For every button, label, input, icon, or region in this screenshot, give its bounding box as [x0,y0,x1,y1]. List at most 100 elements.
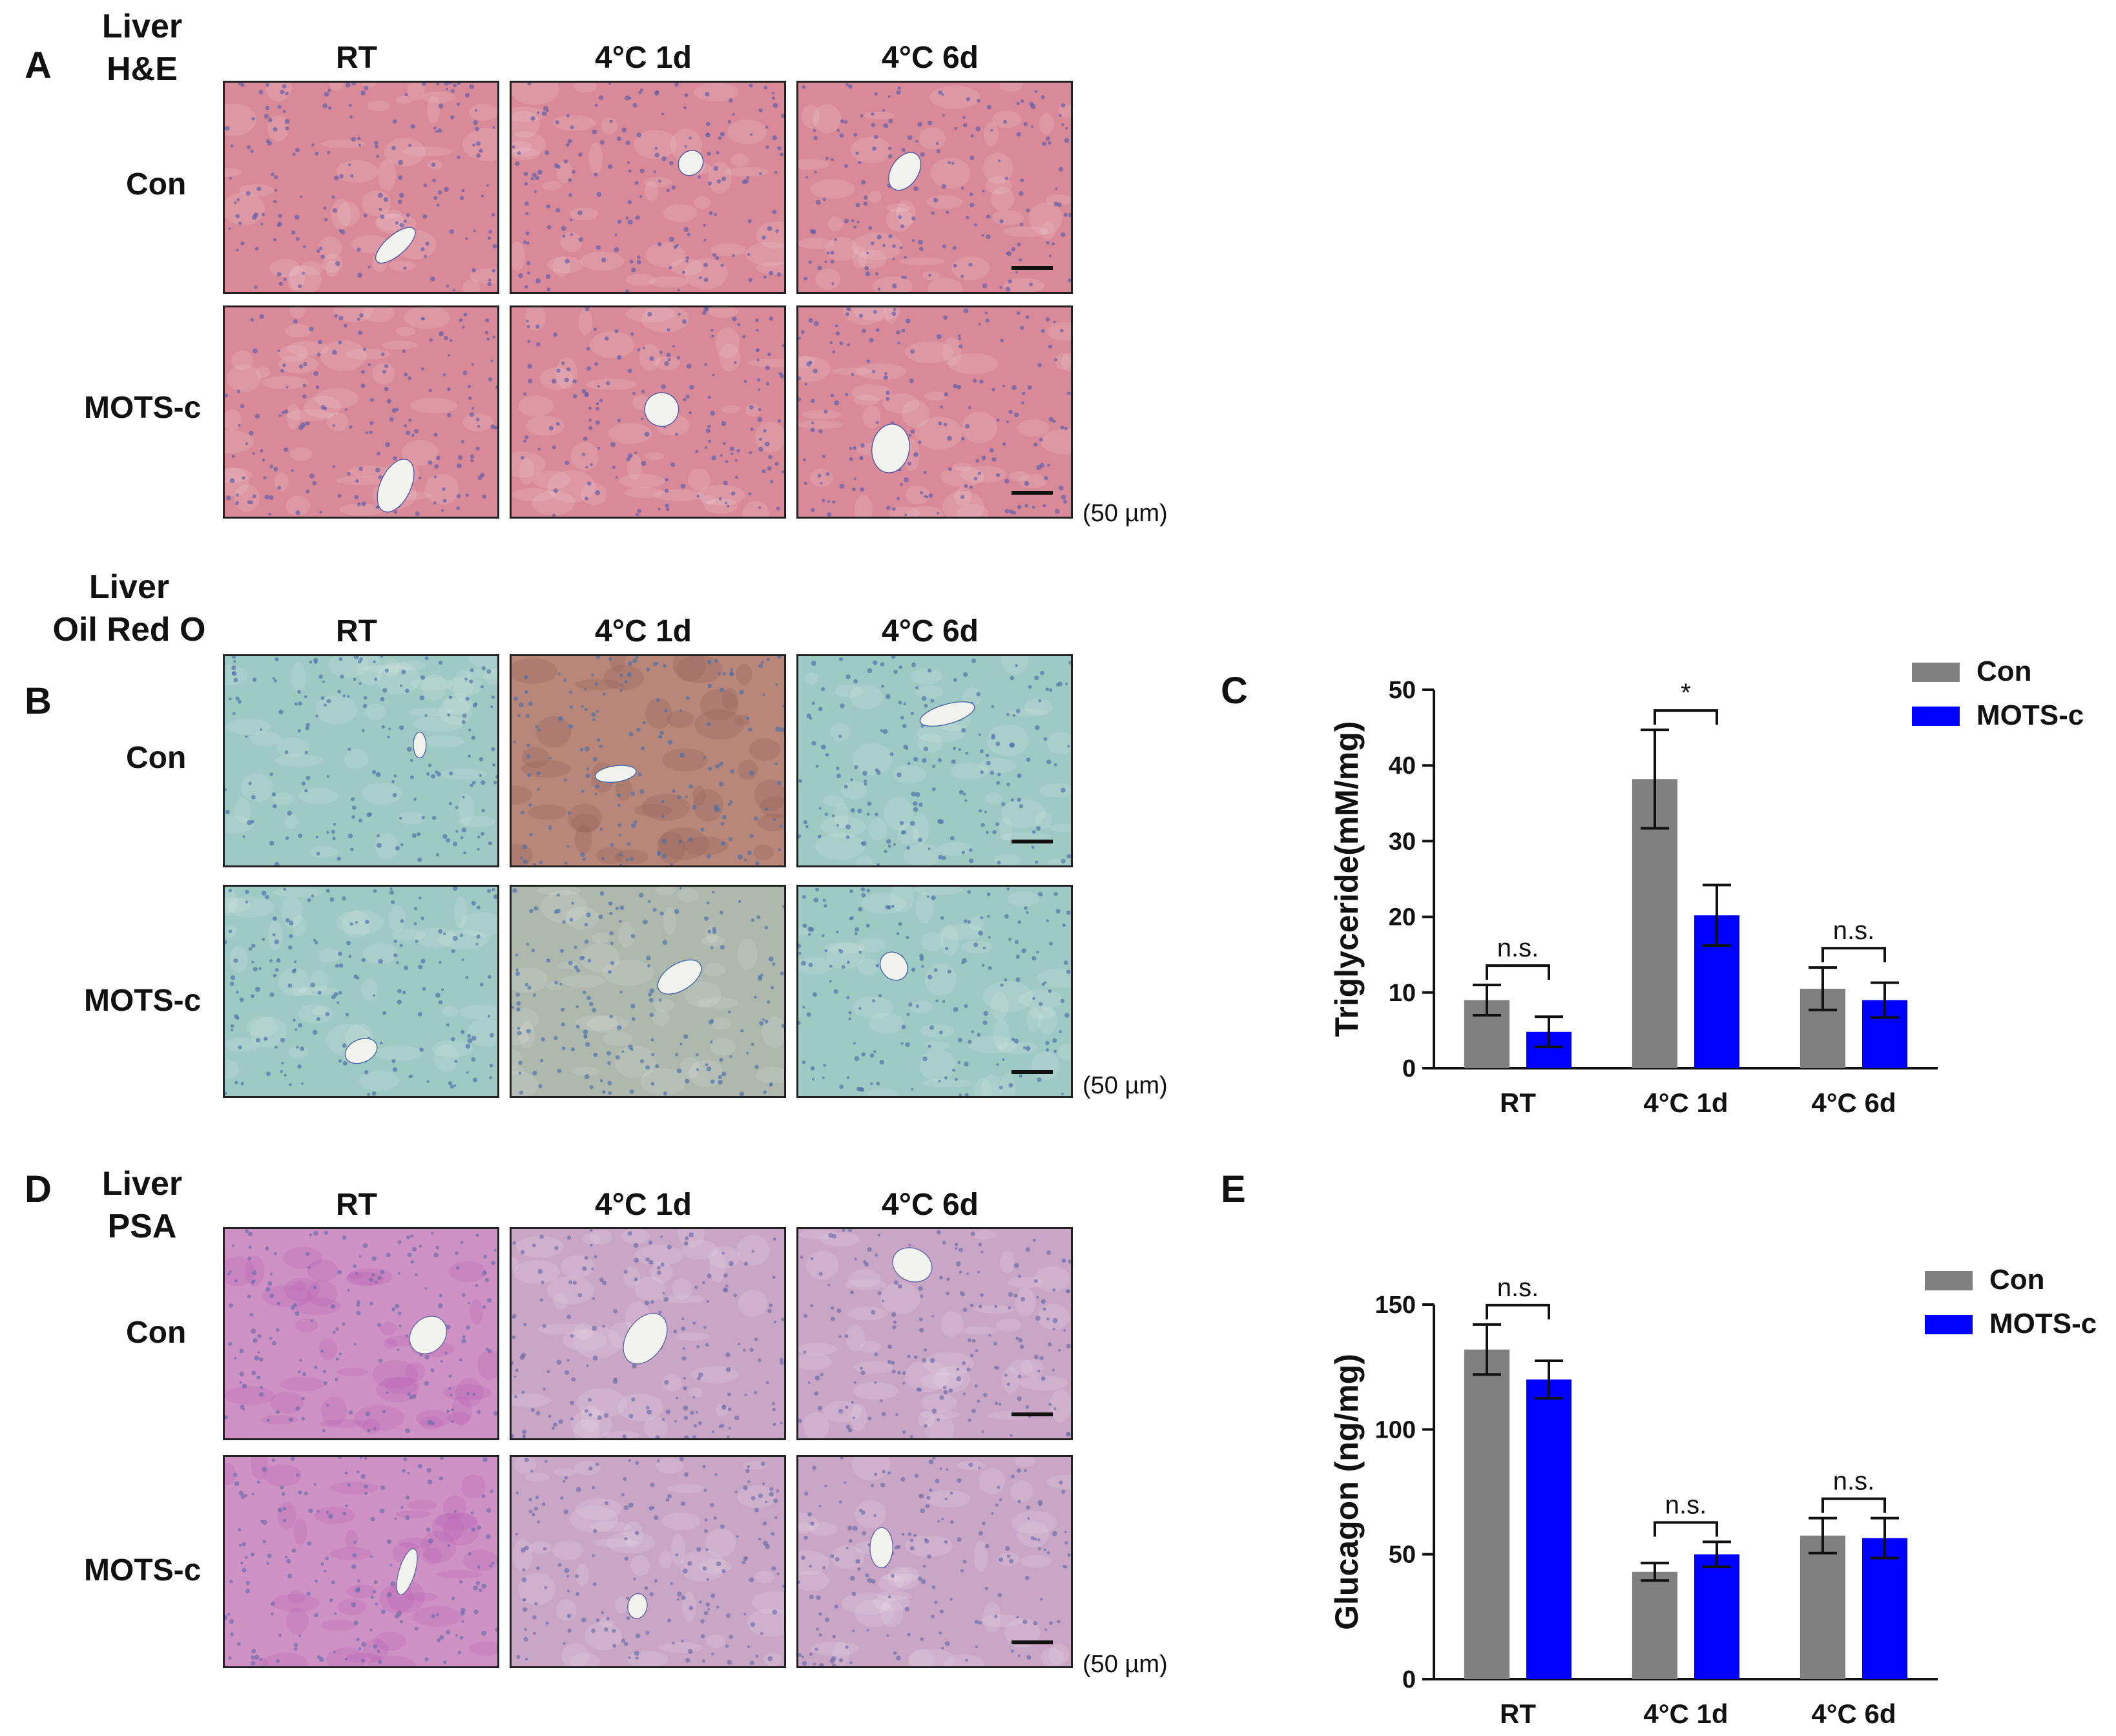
y-tick-label: 10 [1389,980,1416,1007]
panel-b-scale-label: (50 µm) [1083,1072,1168,1099]
panel-d-scale-label: (50 µm) [1083,1651,1168,1678]
tissue-texture [512,1457,784,1666]
tissue-texture [512,307,784,517]
bar-mots-c-1 [1694,1554,1739,1679]
error-bar [1809,966,1837,1011]
significance-label: n.s. [1833,916,1874,945]
legend-swatch-con [1912,663,1960,682]
tissue-texture [225,83,497,292]
panel-a-title-line-2: H&E [107,50,178,88]
panel-c-letter: C [1221,670,1248,712]
error-bar [1703,1540,1731,1568]
oro-image-mots-4c1d [510,885,786,1098]
y-axis-label: Glucagon (ng/mg) [1331,1354,1365,1630]
error-bar [1535,1359,1563,1400]
significance-label: * [1681,679,1691,707]
x-tick-label: 4°C 6d [1811,1699,1896,1729]
error-bar [1703,884,1731,947]
panel-b-col-4c6d: 4°C 6d [882,614,979,648]
panel-d-col-rt: RT [336,1188,377,1222]
oro-image-con-4c1d [510,654,786,867]
psa-image-con-4c1d [510,1227,786,1440]
error-bar [1641,728,1669,830]
psa-image-con-rt [223,1227,499,1440]
panel-a-row-mots-c: MOTS-c [84,391,202,425]
tissue-texture [798,83,1071,292]
panel-b-title-line-1: Liver [88,568,170,606]
y-tick-label: 20 [1389,904,1416,931]
panel-a-title-line-1: Liver [101,8,183,45]
y-tick-label: 0 [1402,1666,1416,1693]
significance-bracket [1654,709,1718,725]
significance-bracket [1821,947,1886,963]
tissue-texture [225,656,497,865]
legend-swatch-mots-c [1925,1315,1973,1334]
oro-image-mots-rt [223,885,499,1098]
y-tick-label: 30 [1389,828,1416,855]
tissue-texture [798,887,1071,1096]
bar-con-1 [1632,1571,1677,1679]
significance-label: n.s. [1833,1467,1874,1496]
tissue-texture [798,307,1071,517]
he-image-mots-rt [223,305,499,519]
error-bar [1641,1562,1669,1582]
panel-b-title-line-2: Oil Red O [52,611,206,648]
tissue-texture [225,1457,497,1666]
y-axis-label: Triglyceride(mM/mg) [1331,721,1365,1037]
error-bar [1871,1516,1899,1560]
panel-d-col-4c1d: 4°C 1d [595,1188,692,1222]
tissue-texture [512,887,784,1096]
oro-image-con-rt [223,654,499,867]
oro-image-mots-4c6d [796,885,1073,1098]
significance-bracket [1821,1497,1886,1513]
y-tick-label: 100 [1375,1416,1416,1443]
legend-swatch-con [1925,1271,1973,1290]
significance-label: n.s. [1497,1274,1539,1302]
bar-con-2 [1800,1535,1845,1679]
x-tick-label: RT [1500,1699,1536,1729]
tissue-texture [798,656,1071,865]
error-bar [1809,1516,1837,1555]
panel-a-col-4c1d: 4°C 1d [595,41,692,75]
tissue-texture [225,1229,497,1438]
he-image-con-4c1d [510,81,786,294]
scale-bar [1011,266,1053,270]
x-tick-label: 4°C 6d [1811,1088,1896,1118]
panel-d-title-line-1: Liver [101,1165,183,1203]
psa-image-mots-4c6d [796,1455,1073,1668]
panel-d-row-mots-c: MOTS-c [84,1553,202,1587]
legend-label-con: Con [1989,1264,2045,1296]
scale-bar [1011,1412,1053,1416]
significance-label: n.s. [1665,1491,1706,1519]
y-tick-label: 0 [1402,1055,1416,1082]
scale-bar [1011,840,1053,843]
significance-bracket [1654,1521,1718,1537]
he-image-mots-4c6d [796,305,1073,519]
significance-bracket [1486,964,1550,980]
tissue-texture [225,307,497,517]
panel-b-row-mots-c: MOTS-c [84,984,202,1018]
error-bar [1535,1015,1563,1049]
tissue-texture [512,83,784,292]
he-image-con-rt [223,81,499,294]
panel-d-row-con: Con [126,1316,187,1350]
scale-bar [1011,1070,1053,1074]
he-image-mots-4c1d [510,305,786,519]
tissue-texture [798,1457,1071,1666]
panel-a-title: Liver H&E [84,5,200,90]
panel-a-col-rt: RT [336,41,377,75]
tissue-texture [512,1229,784,1438]
bar-mots-c-2 [1862,1538,1907,1679]
glucagon-chart: 0 50 100 150 Glucagon (ng/mg) n.s. RT n.s. 4°C 1… [1331,1264,2097,1729]
panel-d-col-4c6d: 4°C 6d [882,1188,979,1222]
oro-image-con-4c6d [796,654,1073,867]
panel-d-title-line-2: PSA [107,1208,177,1245]
tissue-texture [512,656,784,865]
scale-bar [1011,491,1053,495]
panel-a-row-con: Con [126,167,187,202]
panel-b-col-rt: RT [336,614,377,648]
panel-d-letter: D [25,1168,52,1210]
panel-a-letter: A [25,45,52,87]
y-tick-label: 50 [1389,1542,1416,1569]
tissue-texture [798,1229,1071,1438]
